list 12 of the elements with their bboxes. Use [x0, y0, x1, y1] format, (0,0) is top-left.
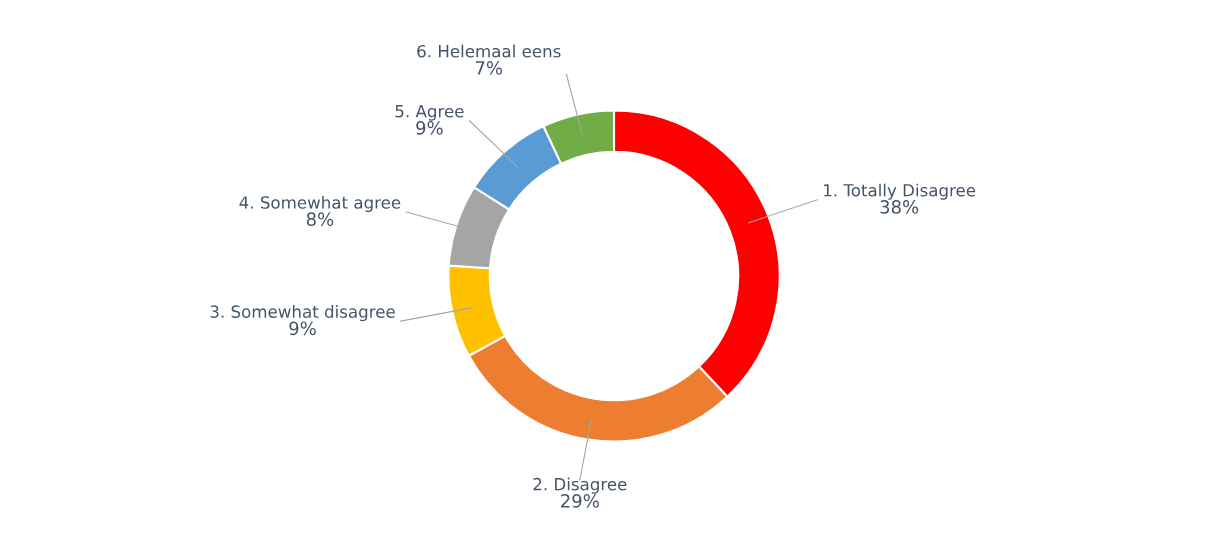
slice-label: 2. Disagree — [533, 477, 627, 494]
slice-label: 3. Somewhat disagree — [210, 305, 395, 322]
slice-label: 5. Agree — [395, 105, 464, 121]
data-label: 9% — [289, 321, 316, 336]
slice-label: 1. Totally Disagree — [824, 183, 976, 200]
data-label: 9% — [416, 121, 443, 135]
data-label: 7% — [475, 61, 503, 75]
slice-label: 4. Somewhat agree — [239, 195, 401, 213]
slice-label: 6. Helemaal eens — [417, 44, 561, 58]
data-label: 38% — [880, 200, 919, 214]
data-label: 29% — [561, 494, 599, 508]
data-label: 8% — [306, 212, 334, 227]
